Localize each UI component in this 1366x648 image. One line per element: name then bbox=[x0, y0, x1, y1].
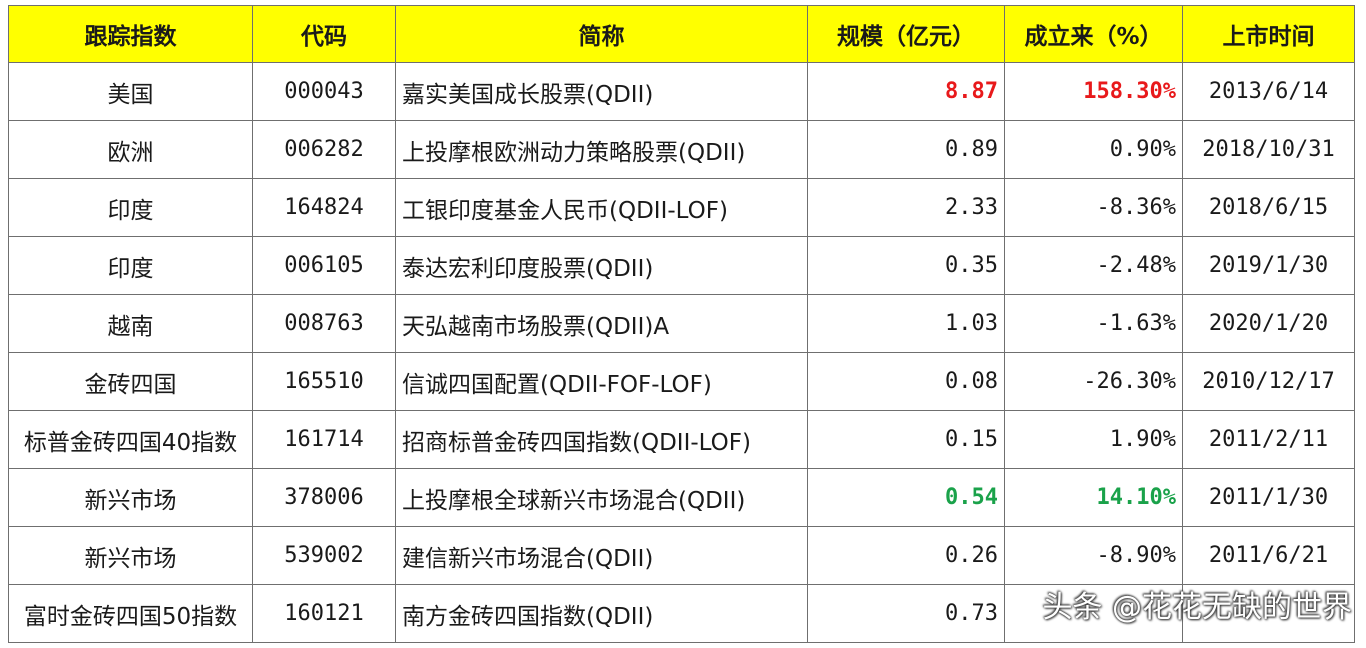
table-row: 印度 164824 工银印度基金人民币(QDII-LOF) 2.33 -8.36… bbox=[8, 178, 1355, 237]
cell-name: 上投摩根欧洲动力策略股票(QDII) bbox=[395, 120, 808, 179]
table-row: 标普金砖四国40指数 161714 招商标普金砖四国指数(QDII-LOF) 0… bbox=[8, 410, 1355, 469]
cell-return: 0.90% bbox=[1004, 120, 1183, 179]
cell-index: 越南 bbox=[8, 294, 253, 353]
cell-return: 1.90% bbox=[1004, 410, 1183, 469]
cell-code: 165510 bbox=[252, 352, 396, 411]
cell-scale: 0.73 bbox=[807, 584, 1005, 643]
cell-index: 金砖四国 bbox=[8, 352, 253, 411]
cell-return: -8.90% bbox=[1004, 526, 1183, 585]
cell-scale: 0.35 bbox=[807, 236, 1005, 295]
cell-date: 2011/1/30 bbox=[1182, 468, 1355, 527]
cell-return: -2.48% bbox=[1004, 236, 1183, 295]
qdii-fund-table: 跟踪指数 代码 简称 规模（亿元） 成立来（%） 上市时间 美国 000043 … bbox=[8, 5, 1355, 643]
cell-index: 美国 bbox=[8, 62, 253, 121]
cell-scale: 8.87 bbox=[807, 62, 1005, 121]
cell-return: 14.10% bbox=[1004, 468, 1183, 527]
cell-return: -26.30% bbox=[1004, 352, 1183, 411]
cell-index: 印度 bbox=[8, 236, 253, 295]
cell-code: 008763 bbox=[252, 294, 396, 353]
cell-date: 2018/10/31 bbox=[1182, 120, 1355, 179]
header-return-since-inception: 成立来（%） bbox=[1004, 5, 1183, 63]
table-row: 欧洲 006282 上投摩根欧洲动力策略股票(QDII) 0.89 0.90% … bbox=[8, 120, 1355, 179]
cell-scale: 0.89 bbox=[807, 120, 1005, 179]
cell-index: 新兴市场 bbox=[8, 468, 253, 527]
cell-scale: 1.03 bbox=[807, 294, 1005, 353]
header-code: 代码 bbox=[252, 5, 396, 63]
cell-scale: 0.26 bbox=[807, 526, 1005, 585]
cell-date: 2011/6/21 bbox=[1182, 526, 1355, 585]
header-listing-date: 上市时间 bbox=[1182, 5, 1355, 63]
cell-date: 2020/1/20 bbox=[1182, 294, 1355, 353]
cell-date: 2010/12/17 bbox=[1182, 352, 1355, 411]
cell-return: 158.30% bbox=[1004, 62, 1183, 121]
table-row: 金砖四国 165510 信诚四国配置(QDII-FOF-LOF) 0.08 -2… bbox=[8, 352, 1355, 411]
header-short-name: 简称 bbox=[395, 5, 808, 63]
header-tracking-index: 跟踪指数 bbox=[8, 5, 253, 63]
table-header-row: 跟踪指数 代码 简称 规模（亿元） 成立来（%） 上市时间 bbox=[8, 5, 1355, 63]
table-row: 印度 006105 泰达宏利印度股票(QDII) 0.35 -2.48% 201… bbox=[8, 236, 1355, 295]
cell-scale: 2.33 bbox=[807, 178, 1005, 237]
cell-code: 000043 bbox=[252, 62, 396, 121]
cell-index: 欧洲 bbox=[8, 120, 253, 179]
watermark: 头条 @花花无缺的世界 bbox=[1042, 590, 1352, 625]
cell-name: 信诚四国配置(QDII-FOF-LOF) bbox=[395, 352, 808, 411]
cell-index: 富时金砖四国50指数 bbox=[8, 584, 253, 643]
cell-date: 2011/2/11 bbox=[1182, 410, 1355, 469]
cell-name: 泰达宏利印度股票(QDII) bbox=[395, 236, 808, 295]
cell-name: 工银印度基金人民币(QDII-LOF) bbox=[395, 178, 808, 237]
cell-code: 161714 bbox=[252, 410, 396, 469]
cell-date bbox=[1182, 584, 1355, 643]
table-row: 美国 000043 嘉实美国成长股票(QDII) 8.87 158.30% 20… bbox=[8, 62, 1355, 121]
cell-code: 006282 bbox=[252, 120, 396, 179]
cell-name: 招商标普金砖四国指数(QDII-LOF) bbox=[395, 410, 808, 469]
cell-date: 2019/1/30 bbox=[1182, 236, 1355, 295]
table-row: 新兴市场 378006 上投摩根全球新兴市场混合(QDII) 0.54 14.1… bbox=[8, 468, 1355, 527]
cell-return bbox=[1004, 584, 1183, 643]
table-row: 新兴市场 539002 建信新兴市场混合(QDII) 0.26 -8.90% 2… bbox=[8, 526, 1355, 585]
cell-code: 160121 bbox=[252, 584, 396, 643]
cell-code: 539002 bbox=[252, 526, 396, 585]
cell-date: 2013/6/14 bbox=[1182, 62, 1355, 121]
cell-return: -8.36% bbox=[1004, 178, 1183, 237]
cell-date: 2018/6/15 bbox=[1182, 178, 1355, 237]
cell-name: 天弘越南市场股票(QDII)A bbox=[395, 294, 808, 353]
cell-name: 嘉实美国成长股票(QDII) bbox=[395, 62, 808, 121]
header-scale: 规模（亿元） bbox=[807, 5, 1005, 63]
cell-scale: 0.15 bbox=[807, 410, 1005, 469]
cell-index: 标普金砖四国40指数 bbox=[8, 410, 253, 469]
cell-name: 上投摩根全球新兴市场混合(QDII) bbox=[395, 468, 808, 527]
cell-code: 378006 bbox=[252, 468, 396, 527]
cell-code: 164824 bbox=[252, 178, 396, 237]
cell-code: 006105 bbox=[252, 236, 396, 295]
cell-index: 新兴市场 bbox=[8, 526, 253, 585]
cell-name: 南方金砖四国指数(QDII) bbox=[395, 584, 808, 643]
cell-return: -1.63% bbox=[1004, 294, 1183, 353]
cell-scale: 0.08 bbox=[807, 352, 1005, 411]
table-row: 富时金砖四国50指数 160121 南方金砖四国指数(QDII) 0.73 bbox=[8, 584, 1355, 643]
cell-index: 印度 bbox=[8, 178, 253, 237]
cell-name: 建信新兴市场混合(QDII) bbox=[395, 526, 808, 585]
table-row: 越南 008763 天弘越南市场股票(QDII)A 1.03 -1.63% 20… bbox=[8, 294, 1355, 353]
cell-scale: 0.54 bbox=[807, 468, 1005, 527]
